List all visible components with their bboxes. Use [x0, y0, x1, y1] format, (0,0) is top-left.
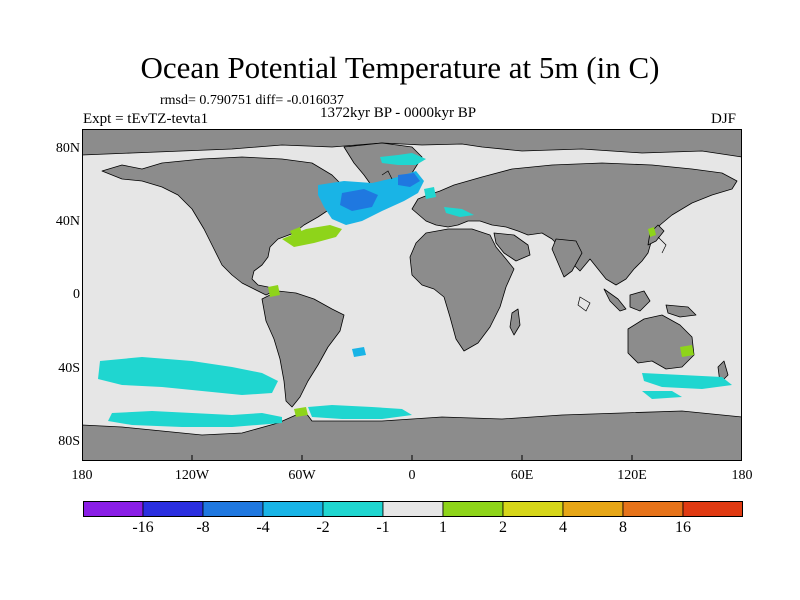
anomaly-fields: [98, 153, 732, 427]
madagascar: [509, 308, 521, 336]
lon-label-60w: 60W: [288, 468, 316, 483]
new-guinea: [665, 304, 697, 318]
lon-label-120w: 120W: [174, 468, 210, 483]
lon-label-120e: 120E: [617, 468, 647, 483]
map-title: Ocean Potential Temperature at 5m (in C): [140, 50, 660, 85]
colorbar-cell: [682, 501, 743, 517]
colorbar-cell: [83, 501, 144, 517]
stats-label: rmsd= 0.790751 diff= -0.016037: [160, 93, 344, 108]
lat-label-40s: 40S: [58, 361, 80, 376]
colorbar-label: 8: [619, 519, 627, 536]
period-label: 1372kyr BP - 0000kyr BP: [320, 105, 477, 121]
eurasia: [411, 162, 738, 286]
lat-label-80n: 80N: [55, 141, 80, 156]
lat-label-0: 0: [73, 287, 80, 302]
borneo: [629, 290, 651, 312]
lon-label-180e: 180: [731, 468, 753, 483]
sumatra: [603, 288, 627, 312]
colorbar-label: -2: [316, 519, 330, 536]
lon-label-180w: 180: [71, 468, 93, 483]
colorbar-cell: [142, 501, 204, 517]
lon-label-60e: 60E: [510, 468, 534, 483]
north-america: [101, 156, 345, 296]
colorbar-cell: [442, 501, 504, 517]
africa: [409, 228, 515, 352]
arctic-land: [82, 129, 742, 158]
antarctica: [82, 410, 742, 461]
colorbar-label: 4: [559, 519, 567, 536]
colorbar-cell: [622, 501, 684, 517]
lat-label-40n: 40N: [55, 214, 80, 229]
colorbar-label: -8: [196, 519, 210, 536]
colorbar-label: 16: [675, 519, 691, 536]
arabia: [493, 232, 531, 262]
season-label: DJF: [711, 111, 737, 127]
lat-label-80s: 80S: [58, 434, 80, 449]
colorbar-label: 1: [439, 519, 447, 536]
colorbar-cell: [562, 501, 624, 517]
colorbar-label: -1: [376, 519, 390, 536]
colorbar-cell: [502, 501, 564, 517]
world-map: [82, 129, 742, 461]
australia: [627, 314, 695, 370]
south-america: [261, 290, 345, 408]
experiment-label: Expt = tEvTZ-tevta1: [83, 111, 209, 127]
lon-label-0: 0: [408, 468, 416, 483]
colorbar-label: -16: [132, 519, 154, 536]
india: [551, 238, 583, 278]
colorbar-cell: [262, 501, 324, 517]
colorbar-cell: [202, 501, 264, 517]
colorbar-label: 2: [499, 519, 507, 536]
colorbar: [83, 501, 743, 517]
colorbar-cell: [382, 501, 444, 517]
colorbar-cell: [322, 501, 384, 517]
colorbar-label: -4: [256, 519, 270, 536]
